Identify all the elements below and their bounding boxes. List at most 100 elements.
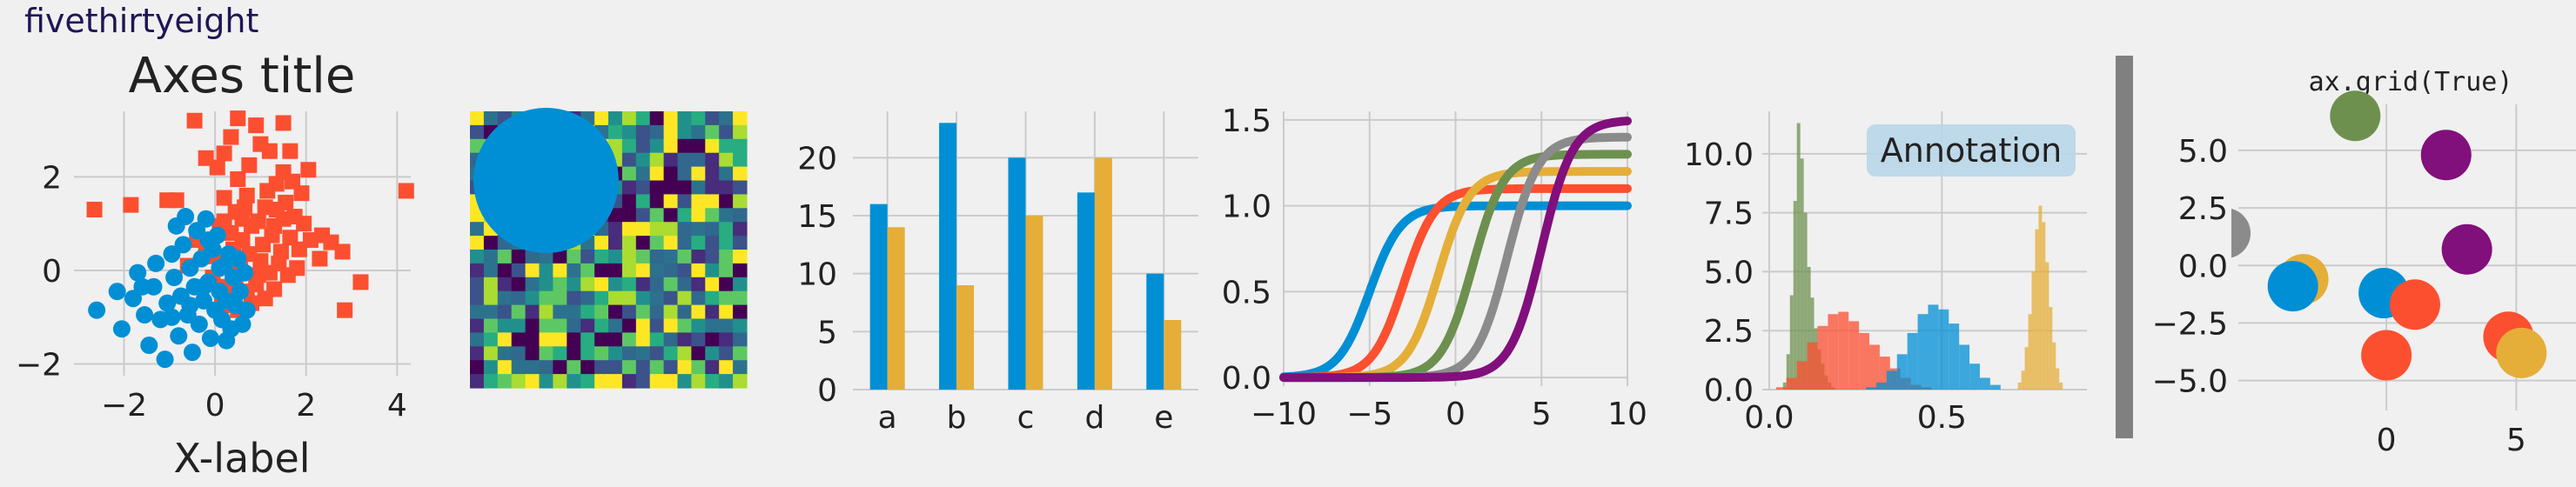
image-cell [553,346,567,361]
image-cell [635,277,651,292]
image-cell [649,332,665,347]
image-cell [705,166,720,182]
image-cell [567,374,581,389]
image-cell [470,290,485,306]
scatter-circle-point [218,331,236,350]
image-cell [635,318,651,333]
image-cell [677,152,692,168]
image-cell [580,250,595,264]
grid-scatter-panel: ax.grid(True) 0 5 −5.0 −2.5 0.0 2.5 5.0 [2152,67,2576,458]
image-cell [539,290,553,306]
image-cell [483,263,499,278]
scatter-circle-point [229,250,247,268]
image-cell [663,374,679,389]
image-cell [539,318,553,333]
image-cell [594,277,609,292]
image-cell [483,290,499,306]
image-cell [470,277,485,292]
image-cell [511,360,527,375]
image-cell [677,277,692,292]
image-cell [511,250,527,264]
histogram-panel: 0.0 0.5 0.0 2.5 5.0 7.5 10.0 Annotation [1684,111,2087,436]
image-cell [649,180,665,195]
image-cell [497,346,513,361]
image-cell [733,304,748,320]
grid-scatter-ticks: 0 5 −5.0 −2.5 0.0 2.5 5.0 [2152,134,2526,458]
image-cell [691,290,706,306]
image-cell [663,304,679,320]
scatter-circle-point [231,283,249,301]
image-cell [567,304,581,320]
histogram-bar [1866,387,1876,390]
scatter-circle-point [167,217,185,235]
image-cell [733,277,748,292]
image-cell [677,290,692,306]
bar [1146,273,1164,390]
image-cell [719,290,734,306]
image-cell [511,304,527,320]
scatter-xtick: 0 [205,388,225,424]
image-cell [621,166,637,182]
grid-scatter-xtick: 0 [2377,423,2397,458]
histogram-bar [1800,158,1804,390]
line-ticks: −10 −5 0 5 10 0.0 0.5 1.0 1.5 [1222,103,1647,432]
grid-scatter-ytick: 2.5 [2178,191,2228,227]
line-xtick: 5 [1532,397,1552,432]
bar-category-label: c [1017,400,1035,436]
image-cell [483,374,499,389]
image-cell [525,332,540,347]
style-title: fivethirtyeight [24,2,259,40]
image-cell [705,290,720,306]
image-cell [719,346,734,361]
image-cell [649,152,665,168]
image-cell [483,346,499,361]
scatter-circle-point [163,308,181,326]
image-cell [621,138,637,154]
scatter-square-point [296,216,312,232]
histogram-bar [1959,344,1970,390]
image-cell [608,304,623,320]
image-cell [470,263,485,278]
image-cell [677,236,692,250]
image-cell [691,208,706,223]
image-cell [539,360,553,375]
scatter-square-point [168,192,184,209]
grid-scatter-ytick: 0.0 [2178,249,2228,284]
image-cell [649,346,665,361]
image-cell [733,111,748,126]
image-cell [649,318,665,333]
image-cell [705,304,720,320]
scatter-circle-point [136,306,154,324]
image-cell [719,222,734,237]
image-cell [733,374,748,389]
image-cell [649,250,665,264]
histogram-bar [1989,384,2001,390]
image-cell [691,111,706,126]
image-cell [663,138,679,154]
bar [1077,192,1095,390]
image-cell [719,332,734,347]
image-cell [691,138,706,154]
scatter-square-point [230,110,246,127]
image-cell [497,374,513,389]
image-cell [705,318,720,333]
image-cell [594,263,609,278]
histogram-bar [1786,354,1790,390]
image-cell [483,250,499,264]
line-marks [1279,117,1632,383]
image-cell [567,332,581,347]
image-cell [705,194,720,209]
image-cell [733,152,748,168]
bar-category-label: e [1154,400,1173,436]
image-cell [733,290,748,306]
image-cell [567,290,581,306]
image-cell [567,318,581,333]
scatter-circle-point [201,329,219,347]
scatter-circle-point [140,337,158,355]
scatter-square-point [289,260,305,277]
histogram-bar [2031,271,2036,390]
image-cell [621,208,637,223]
histogram-bar [2024,347,2029,390]
line-xtick: 10 [1607,397,1647,432]
histogram-bar [1896,354,1908,390]
